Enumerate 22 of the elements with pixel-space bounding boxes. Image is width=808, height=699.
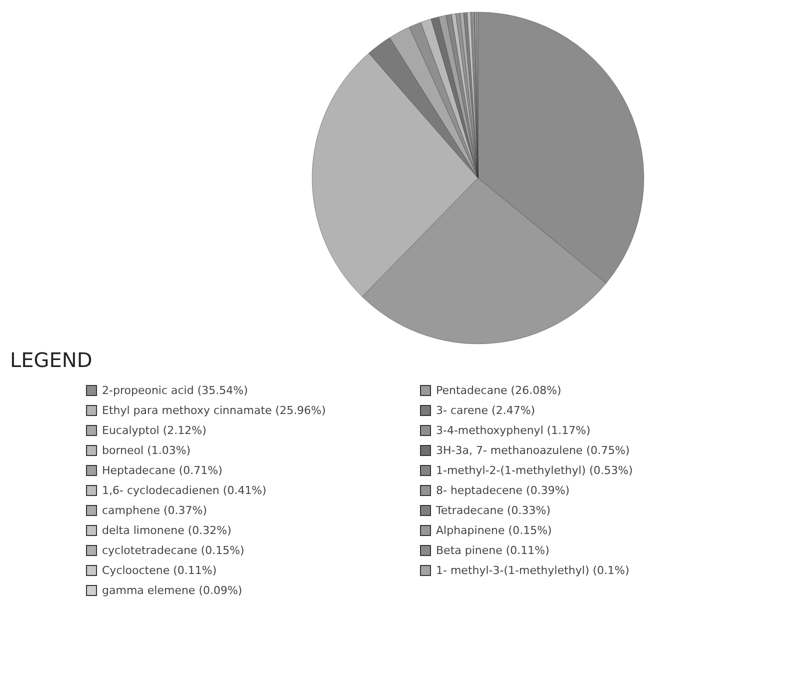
legend-label: 1- methyl-3-(1-methylethyl) (0.1%)	[436, 564, 630, 577]
legend-label: 2-propeonic acid (35.54%)	[102, 384, 248, 397]
legend-label: Eucalyptol (2.12%)	[102, 424, 206, 437]
legend-label: Alphapinene (0.15%)	[436, 524, 552, 537]
legend-label: Ethyl para methoxy cinnamate (25.96%)	[102, 404, 326, 417]
legend-label: Cyclooctene (0.11%)	[102, 564, 217, 577]
legend-title: LEGEND	[10, 348, 94, 372]
legend-label: 3H-3a, 7- methanoazulene (0.75%)	[436, 444, 630, 457]
legend-label: 3- carene (2.47%)	[436, 404, 536, 417]
legend-label: 1,6- cyclodecadienen (0.41%)	[102, 484, 266, 497]
legend-label: 1-methyl-2-(1-methylethyl) (0.53%)	[436, 464, 633, 477]
legend-label: 3-4-methoxyphenyl (1.17%)	[436, 424, 590, 437]
legend-label: Heptadecane (0.71%)	[102, 464, 222, 477]
legend-label: gamma elemene (0.09%)	[102, 584, 242, 597]
legend-label: Beta pinene (0.11%)	[436, 544, 550, 557]
legend-label: 8- heptadecene (0.39%)	[436, 484, 570, 497]
legend-label: cyclotetradecane (0.15%)	[102, 544, 244, 557]
legend-label: Tetradecane (0.33%)	[436, 504, 550, 517]
legend-label: delta limonene (0.32%)	[102, 524, 232, 537]
legend-label: Pentadecane (26.08%)	[436, 384, 562, 397]
legend-label: borneol (1.03%)	[102, 444, 191, 457]
legend-label: camphene (0.37%)	[102, 504, 207, 517]
